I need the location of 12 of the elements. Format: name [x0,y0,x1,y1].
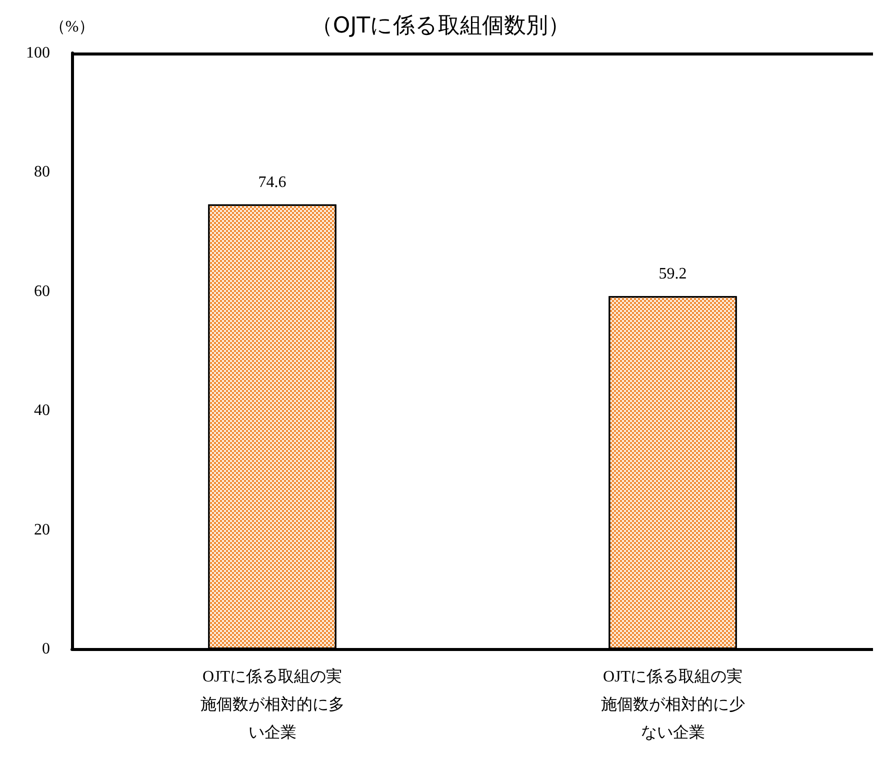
y-tick-label: 60 [34,282,50,300]
x-tick-label: OJTに係る取組の実施個数が相対的に多い企業 [200,668,344,742]
x-tick-label: OJTに係る取組の実施個数が相対的に少ない企業 [600,668,745,742]
y-tick-label: 20 [34,521,50,538]
y-tick-label: 80 [34,164,50,181]
y-axis-title: （%） [49,18,95,36]
data-label: 59.2 [658,266,687,283]
data-label: 74.6 [258,174,286,191]
y-tick-label: 0 [42,640,50,658]
y-tick-label: 40 [34,402,50,420]
chart-title: （OJTに係る取組個数別） [310,14,570,38]
y-tick-label: 100 [26,44,50,62]
